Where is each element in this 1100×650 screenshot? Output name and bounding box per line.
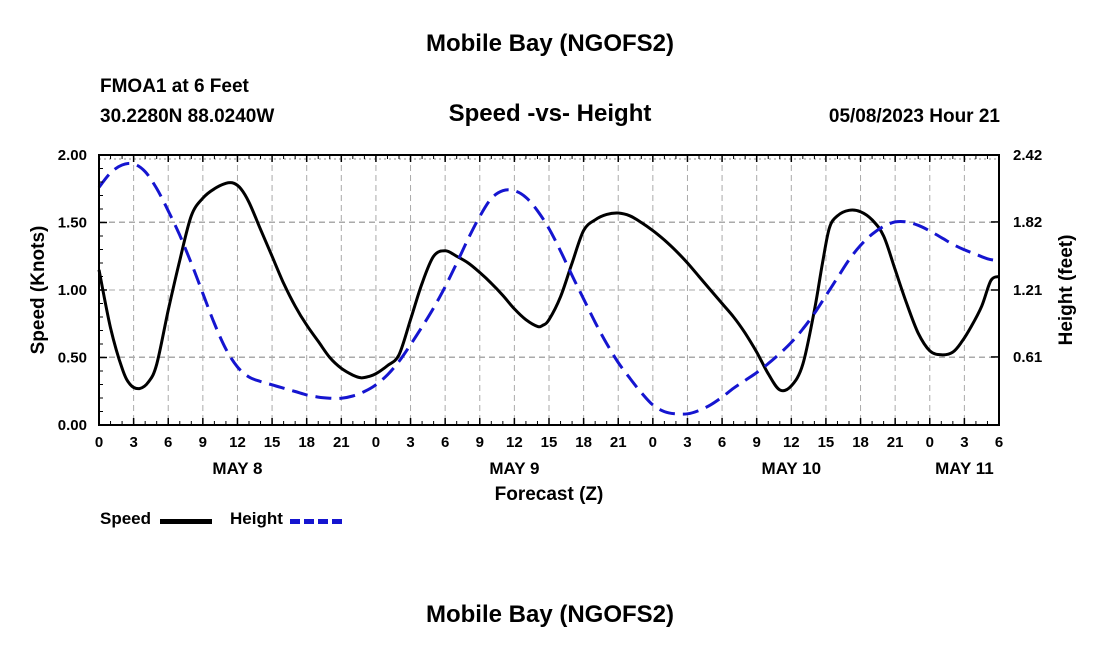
date-label: MAY 9: [489, 459, 539, 478]
date-label: MAY 10: [762, 459, 822, 478]
x-tick-label: 6: [441, 434, 449, 451]
date-label: MAY 8: [212, 459, 262, 478]
y-right-tick-label: 1.82: [1013, 214, 1042, 231]
series-layer: [97, 161, 1000, 416]
x-tick-label: 6: [164, 434, 172, 451]
y-right-tick-label: 2.42: [1013, 147, 1042, 164]
y-tick-label: 1.50: [58, 215, 87, 232]
x-tick-label: 3: [960, 434, 968, 451]
x-tick-label: 18: [852, 434, 869, 451]
forecast-timestamp: 05/08/2023 Hour 21: [828, 106, 1000, 127]
grid: [99, 155, 999, 425]
x-tick-label: 21: [333, 434, 350, 451]
series-line-speed: [97, 181, 1000, 393]
x-tick-label: 3: [683, 434, 691, 451]
x-tick-label: 0: [926, 434, 934, 451]
x-tick-label: 3: [406, 434, 414, 451]
legend-speed-swatch: [160, 519, 212, 524]
y-right-tick-label: 1.21: [1013, 282, 1042, 299]
station-coordinates: 30.2280N 88.0240W: [100, 106, 275, 127]
y-tick-label: 0.50: [58, 350, 87, 367]
x-tick-label: 12: [506, 434, 523, 451]
x-tick-label: 9: [476, 434, 484, 451]
plot-title: Speed -vs- Height: [448, 100, 652, 127]
x-tick-label: 6: [718, 434, 726, 451]
x-tick-label: 15: [818, 434, 835, 451]
y-axis-right-label: Height (feet): [1056, 235, 1077, 346]
legend-height-swatch: [290, 519, 342, 524]
x-tick-label: 15: [541, 434, 558, 451]
y-axis-label: Speed (Knots): [28, 226, 49, 355]
footer-title: Mobile Bay (NGOFS2): [425, 601, 675, 628]
y-tick-label: 1.00: [58, 282, 87, 299]
x-tick-label: 0: [372, 434, 380, 451]
date-label: MAY 11: [935, 459, 994, 478]
x-tick-label: 12: [783, 434, 800, 451]
series-line-height: [97, 161, 1000, 416]
x-tick-label: 9: [199, 434, 207, 451]
x-tick-label: 3: [129, 434, 137, 451]
ticks: [98, 154, 1000, 426]
x-tick-label: 18: [298, 434, 315, 451]
y-tick-label: 2.00: [58, 147, 87, 164]
x-tick-label: 6: [995, 434, 1003, 451]
tick-labels: 0 3 6 9 12 15 18 21 0 3 6 9 12 15 18 21 0 3 6 9 12 15 18 21 0 3 6M…: [58, 147, 1042, 478]
y-right-tick-label: 0.61: [1013, 349, 1042, 366]
y-tick-label: 0.00: [58, 417, 87, 434]
x-tick-label: 15: [264, 434, 281, 451]
legend-speed-label: Speed: [100, 509, 152, 528]
x-tick-label: 21: [610, 434, 627, 451]
x-tick-label: 18: [575, 434, 592, 451]
x-tick-label: 0: [95, 434, 103, 451]
x-tick-label: 0: [649, 434, 657, 451]
legend-height-label: Height: [230, 509, 283, 528]
x-axis-label: Forecast (Z): [495, 484, 604, 505]
x-tick-label: 9: [753, 434, 761, 451]
station-label: FMOA1 at 6 Feet: [100, 76, 249, 97]
chart-title: Mobile Bay (NGOFS2): [425, 30, 675, 57]
x-tick-label: 21: [887, 434, 904, 451]
x-tick-label: 12: [229, 434, 246, 451]
